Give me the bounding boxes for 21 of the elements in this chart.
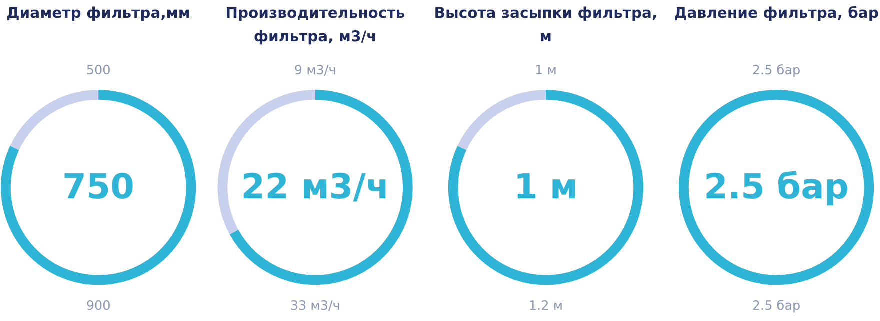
text: 1.2 м: [528, 298, 563, 314]
text: 22 м3/ч: [241, 167, 390, 208]
text: 2.5 бар: [752, 298, 801, 314]
text: 500: [86, 63, 111, 78]
text: 2.5 бар: [752, 63, 801, 78]
donut-slice: [1, 90, 196, 286]
chart-title: Давление фильтра, бар: [674, 5, 879, 22]
text: 1 м: [514, 167, 578, 208]
text: 2.5 бар: [704, 167, 850, 208]
donut-slice: [448, 90, 644, 286]
text: 900: [86, 298, 111, 314]
donut-slice: [10, 90, 99, 150]
text: 9 м3/ч: [294, 63, 336, 78]
text: 33 м3/ч: [290, 298, 340, 314]
chart-title: Высота засыпки фильтра, м: [434, 5, 658, 46]
chart-title: Диаметр фильтра,мм: [6, 5, 190, 22]
text: 1 м: [535, 63, 557, 78]
donut-slice: [458, 90, 546, 150]
chart-title: Производительность фильтра, м3/ч: [226, 5, 406, 46]
donut-slice: [230, 90, 413, 286]
text: 750: [62, 167, 135, 208]
